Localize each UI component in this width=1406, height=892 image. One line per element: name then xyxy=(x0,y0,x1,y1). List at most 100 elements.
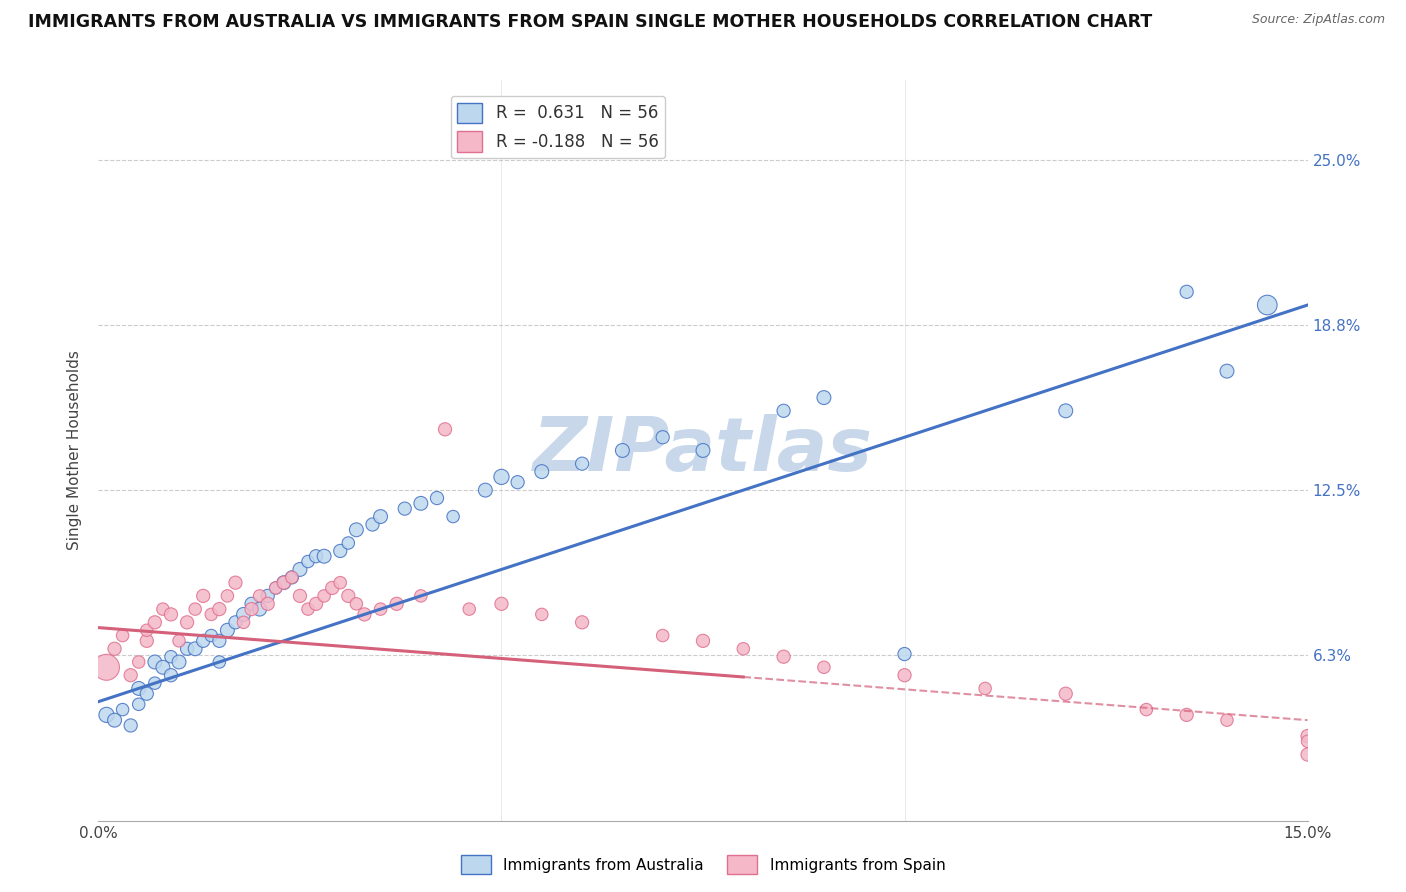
Point xyxy=(692,633,714,648)
Point xyxy=(135,687,157,701)
Point xyxy=(441,509,464,524)
Point xyxy=(120,668,142,682)
Point xyxy=(208,602,231,616)
Point xyxy=(240,597,263,611)
Point xyxy=(273,575,295,590)
Point xyxy=(305,597,328,611)
Point xyxy=(314,549,336,564)
Point xyxy=(1216,364,1239,378)
Point xyxy=(651,430,673,444)
Point xyxy=(530,607,553,622)
Point xyxy=(1054,404,1077,418)
Point xyxy=(409,589,432,603)
Point xyxy=(184,602,207,616)
Point xyxy=(361,517,384,532)
Point xyxy=(314,589,336,603)
Point xyxy=(200,607,222,622)
Point xyxy=(264,581,287,595)
Point xyxy=(167,655,190,669)
Point xyxy=(160,668,183,682)
Point xyxy=(152,602,174,616)
Y-axis label: Single Mother Households: Single Mother Households xyxy=(67,351,83,550)
Point xyxy=(208,633,231,648)
Point xyxy=(772,649,794,664)
Point xyxy=(344,597,367,611)
Point xyxy=(217,589,239,603)
Point xyxy=(612,443,634,458)
Point xyxy=(1256,298,1278,312)
Point xyxy=(281,570,304,584)
Point xyxy=(128,681,150,696)
Point xyxy=(426,491,449,505)
Point xyxy=(530,465,553,479)
Text: IMMIGRANTS FROM AUSTRALIA VS IMMIGRANTS FROM SPAIN SINGLE MOTHER HOUSEHOLDS CORR: IMMIGRANTS FROM AUSTRALIA VS IMMIGRANTS … xyxy=(28,13,1153,31)
Point xyxy=(394,501,416,516)
Point xyxy=(297,602,319,616)
Point xyxy=(103,713,125,727)
Point xyxy=(264,581,287,595)
Point xyxy=(1296,747,1319,762)
Point xyxy=(974,681,997,696)
Point xyxy=(224,575,246,590)
Point xyxy=(224,615,246,630)
Point xyxy=(385,597,408,611)
Point xyxy=(111,703,134,717)
Point xyxy=(491,597,513,611)
Point xyxy=(200,628,222,642)
Point xyxy=(692,443,714,458)
Point xyxy=(329,544,352,558)
Point xyxy=(288,562,311,576)
Point xyxy=(506,475,529,490)
Point xyxy=(111,628,134,642)
Point xyxy=(474,483,496,497)
Point xyxy=(1054,687,1077,701)
Legend: Immigrants from Australia, Immigrants from Spain: Immigrants from Australia, Immigrants fr… xyxy=(454,849,952,880)
Point xyxy=(193,633,215,648)
Point xyxy=(176,641,198,656)
Point xyxy=(128,698,150,712)
Point xyxy=(143,615,166,630)
Point xyxy=(337,536,360,550)
Point xyxy=(232,607,254,622)
Point xyxy=(1175,707,1198,722)
Point xyxy=(305,549,328,564)
Point xyxy=(329,575,352,590)
Point xyxy=(103,641,125,656)
Point xyxy=(160,649,183,664)
Point xyxy=(143,676,166,690)
Point xyxy=(337,589,360,603)
Point xyxy=(571,615,593,630)
Point xyxy=(491,470,513,484)
Point xyxy=(1135,703,1157,717)
Point xyxy=(571,457,593,471)
Point xyxy=(135,633,157,648)
Point xyxy=(120,718,142,732)
Point xyxy=(96,707,118,722)
Point xyxy=(176,615,198,630)
Point xyxy=(281,570,304,584)
Point xyxy=(208,655,231,669)
Point xyxy=(1296,734,1319,748)
Point xyxy=(135,624,157,638)
Point xyxy=(813,660,835,674)
Point xyxy=(297,555,319,569)
Point xyxy=(249,602,271,616)
Point xyxy=(152,660,174,674)
Text: ZIPatlas: ZIPatlas xyxy=(533,414,873,487)
Point xyxy=(256,597,278,611)
Point xyxy=(232,615,254,630)
Point xyxy=(128,655,150,669)
Point xyxy=(96,660,118,674)
Point xyxy=(217,624,239,638)
Point xyxy=(458,602,481,616)
Point xyxy=(772,404,794,418)
Point xyxy=(288,589,311,603)
Point xyxy=(1216,713,1239,727)
Point xyxy=(143,655,166,669)
Point xyxy=(651,628,673,642)
Point xyxy=(370,602,392,616)
Point xyxy=(370,509,392,524)
Point xyxy=(256,589,278,603)
Point xyxy=(344,523,367,537)
Point xyxy=(813,391,835,405)
